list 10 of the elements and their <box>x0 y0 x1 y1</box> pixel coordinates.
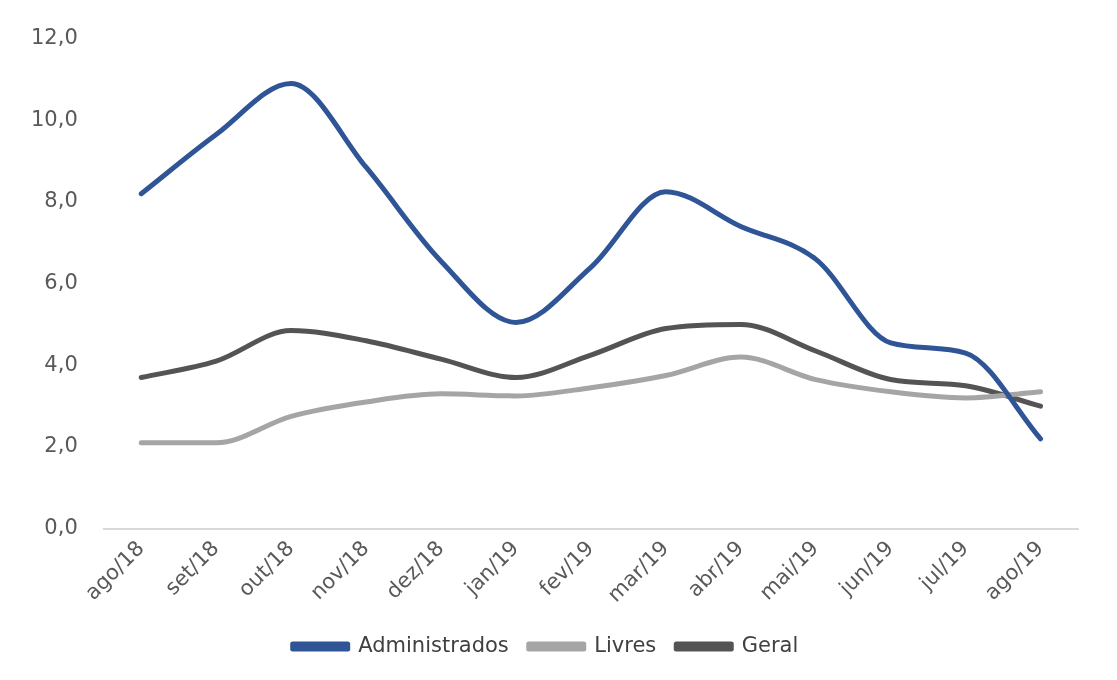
y-tick-label: 4,0 <box>44 351 78 376</box>
legend-label: Administrados <box>358 632 509 657</box>
y-tick-label: 8,0 <box>44 188 78 213</box>
legend-label: Livres <box>594 632 657 657</box>
y-tick-label: 6,0 <box>44 270 78 295</box>
legend-label: Geral <box>741 632 799 657</box>
y-tick-label: 2,0 <box>44 433 78 458</box>
y-tick-label: 0,0 <box>44 515 78 540</box>
y-tick-label: 10,0 <box>30 106 78 131</box>
y-tick-label: 12,0 <box>30 25 78 50</box>
